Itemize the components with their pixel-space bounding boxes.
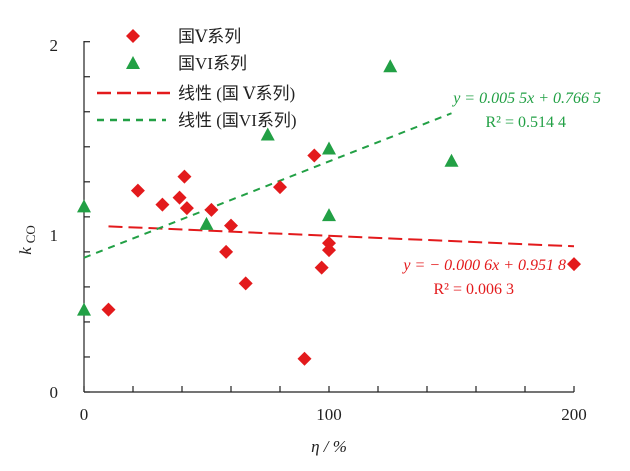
red-r2: R² = 0.006 3 — [434, 281, 515, 298]
legend-diamond-icon — [126, 29, 140, 43]
trendline-green — [83, 112, 452, 259]
data-point-diamond — [322, 243, 336, 258]
data-point-diamond — [172, 190, 187, 205]
data-point-diamond — [314, 260, 329, 275]
data-point-diamond — [177, 169, 192, 184]
green-equation: y = 0.005 5x + 0.766 5 — [451, 90, 601, 107]
legend-label: 线性 (国VI系列) — [178, 111, 297, 130]
svg-text:kCO: k CO — [16, 225, 38, 255]
legend: 国Ⅴ系列 国VI系列 线性 (国 Ⅴ系列) 线性 (国VI系列) — [97, 27, 297, 130]
green-r2: R² = 0.514 4 — [486, 114, 567, 131]
data-point-diamond — [179, 201, 194, 216]
data-point-diamond — [297, 351, 312, 366]
data-point-diamond — [567, 257, 581, 272]
data-point-triangle — [444, 153, 459, 167]
axes — [83, 41, 575, 393]
data-point-diamond — [322, 236, 336, 251]
data-point-diamond — [219, 244, 234, 259]
x-axis-title: η / % — [311, 437, 347, 456]
data-point-triangle — [260, 127, 275, 141]
x-tick-label: 100 — [316, 405, 342, 424]
data-point-triangle — [77, 302, 91, 316]
y-axis-title-sub: CO — [23, 225, 38, 243]
data-point-diamond — [224, 218, 238, 233]
data-point-triangle — [383, 59, 398, 73]
data-point-triangle — [322, 141, 336, 155]
x-tick-label: 200 — [561, 405, 587, 424]
legend-label: 国VI系列 — [178, 54, 247, 73]
y-axis-title-main: k — [16, 247, 35, 255]
y-tick-label: 2 — [50, 36, 59, 55]
data-point-diamond — [101, 302, 116, 317]
legend-label: 国Ⅴ系列 — [178, 27, 241, 46]
data-point-diamond — [307, 148, 322, 163]
y-tick-label: 0 — [50, 383, 59, 402]
data-point-triangle — [322, 208, 336, 222]
y-axis-title: k CO — [16, 225, 38, 255]
x-tick-label: 0 — [80, 405, 89, 424]
data-point-triangle — [77, 199, 91, 213]
data-point-diamond — [204, 202, 219, 217]
data-point-diamond — [155, 197, 170, 212]
trendline-red — [108, 225, 575, 248]
data-point-triangle — [199, 216, 214, 230]
data-point-diamond — [130, 183, 145, 198]
red-equation: y = − 0.000 6x + 0.951 8 — [401, 257, 566, 274]
legend-label: 线性 (国 Ⅴ系列) — [178, 84, 295, 103]
data-point-diamond — [238, 276, 253, 291]
legend-triangle-icon — [126, 56, 140, 69]
y-tick-label: 1 — [50, 226, 59, 245]
data-point-diamond — [273, 180, 287, 195]
